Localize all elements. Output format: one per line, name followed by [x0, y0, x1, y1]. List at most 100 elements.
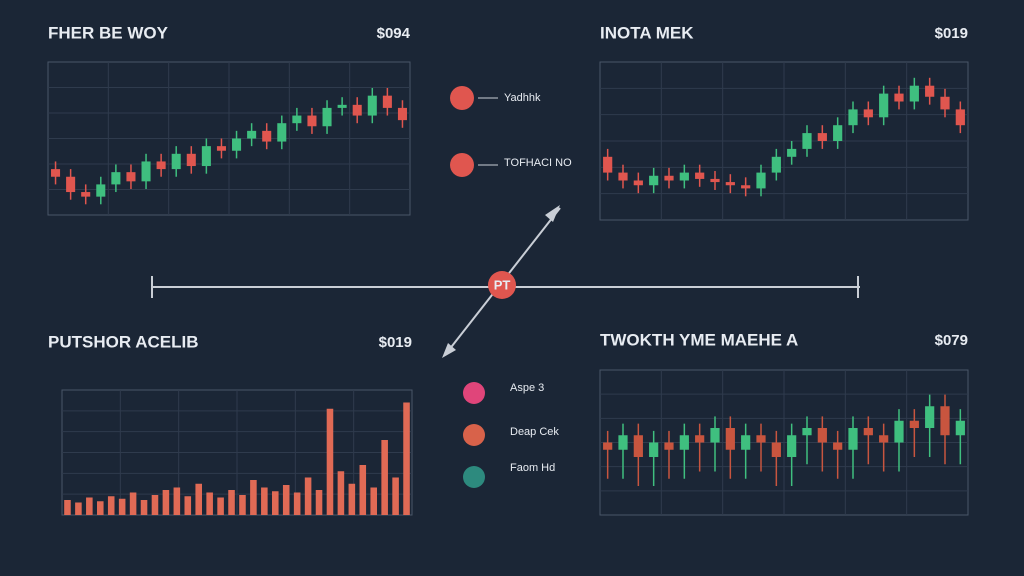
candle-body [603, 442, 613, 450]
arrow-head [442, 343, 456, 358]
hub-node [488, 271, 516, 299]
candle-body [756, 435, 766, 443]
candle-body [909, 85, 919, 102]
candle-body [817, 133, 827, 141]
candle-body [51, 169, 61, 177]
candle-body [756, 172, 766, 189]
legend-icon [450, 153, 474, 177]
bar [206, 492, 213, 515]
candle-body [771, 442, 781, 457]
candle-body [863, 109, 873, 118]
candle-body [940, 96, 950, 110]
candle-body [741, 435, 751, 450]
bar [337, 471, 345, 515]
candle-body [156, 161, 166, 170]
bar [272, 491, 279, 515]
candle-body [848, 109, 858, 126]
candle-body [649, 175, 659, 186]
candle-body [126, 172, 136, 182]
candle-body [618, 435, 628, 450]
chart-price: $019 [379, 334, 412, 351]
bar [228, 490, 235, 515]
bar [195, 483, 202, 515]
bar [64, 500, 71, 515]
bar [217, 497, 224, 515]
candle-body [216, 146, 226, 151]
candle-body [397, 107, 407, 121]
candle-body [909, 420, 919, 428]
candle-body [955, 420, 965, 436]
candle-body [171, 153, 181, 170]
bar [107, 496, 115, 515]
candle-body [66, 176, 76, 193]
candle-body [771, 156, 781, 173]
candle-body [277, 123, 287, 142]
bar [97, 501, 104, 515]
candle-body [695, 435, 705, 443]
candle-body [833, 442, 843, 450]
candle-body [787, 148, 797, 157]
candle-body [186, 153, 196, 167]
candle-body [633, 435, 643, 457]
candle-body [664, 175, 674, 181]
bar [403, 402, 410, 515]
candle-body [649, 442, 659, 457]
legend-label: TOFHACI NO [504, 157, 572, 169]
candle-body [925, 406, 935, 428]
bar [304, 477, 312, 515]
chart-price: $094 [377, 25, 411, 42]
candle-body [695, 172, 705, 179]
chart-title: PUTSHOR ACELIB [48, 332, 199, 351]
bar [370, 487, 377, 515]
legend-icon [450, 86, 474, 110]
bar [129, 492, 137, 515]
bar [315, 490, 323, 515]
candle-body [337, 104, 347, 108]
bar [282, 485, 290, 515]
bar [184, 496, 192, 515]
bar [348, 483, 356, 515]
legend-label: Deap Cek [510, 426, 559, 438]
candle-body [894, 420, 904, 443]
legend-label: Faom Hd [510, 462, 555, 474]
bar [250, 480, 257, 515]
candle-body [382, 95, 392, 108]
candle-body [618, 172, 628, 181]
candle-body [96, 184, 106, 197]
candle-body [833, 125, 843, 141]
legend-icon [463, 466, 485, 488]
bar [359, 465, 367, 515]
bar [381, 440, 388, 515]
candle-body [81, 192, 91, 197]
candle-body [664, 442, 674, 450]
candle-body [141, 161, 151, 182]
candle-body [925, 85, 935, 97]
candle-body [725, 428, 735, 450]
hub-label: PT [494, 277, 511, 292]
bar [326, 408, 334, 515]
legend-label: Aspe 3 [510, 382, 544, 394]
candle-body [894, 93, 904, 102]
candle-body [307, 115, 317, 127]
bar [86, 497, 93, 515]
candle-body [322, 107, 332, 127]
candle-body [292, 115, 302, 124]
bar [261, 487, 268, 515]
bar [75, 502, 82, 515]
candle-body [679, 435, 689, 450]
candle-body [262, 130, 272, 142]
candle-body [879, 93, 889, 118]
candle-body [710, 428, 720, 443]
chart-title: FHER BE WOY [48, 23, 169, 42]
candle-body [247, 130, 257, 139]
candle-body [787, 435, 797, 457]
bar [118, 498, 126, 515]
candle-body [679, 172, 689, 181]
candle-body [633, 180, 643, 186]
candle-body [710, 178, 720, 183]
chart-title: TWOKTH YME MAEHE A [600, 330, 798, 349]
candle-body [863, 428, 873, 436]
candle-body [201, 146, 211, 167]
candle-body [817, 428, 827, 443]
